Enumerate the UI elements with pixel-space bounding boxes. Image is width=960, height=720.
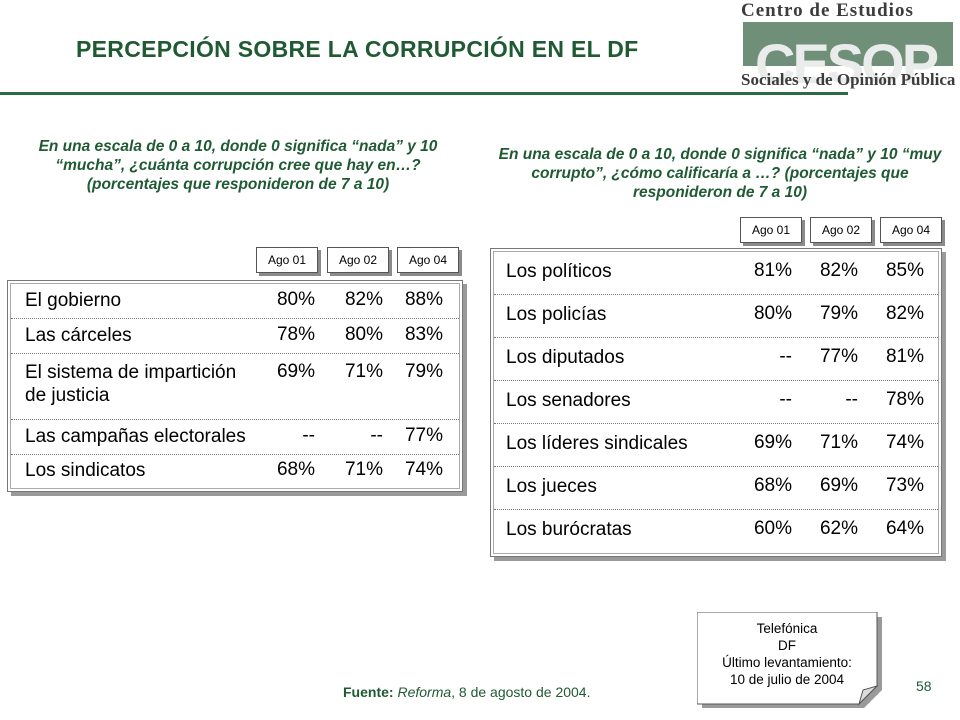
row-label: Los diputados: [506, 347, 625, 368]
value-ago01: 68%: [753, 475, 792, 496]
value-ago02: 82%: [819, 260, 858, 281]
right-col-header-2: Ago 02: [810, 217, 872, 243]
note-text: Telefónica DF Último levantamiento: 10 d…: [697, 620, 877, 688]
left-col-header-3: Ago 04: [397, 247, 459, 273]
value-ago04: 83%: [404, 324, 443, 345]
logo-line-1: Centro de Estudios: [741, 0, 914, 21]
source-citation: Fuente: Reforma, 8 de agosto de 2004.: [343, 684, 590, 700]
row-label: Las campañas electorales: [25, 426, 246, 447]
row-label: Los políticos: [506, 261, 612, 282]
value-ago02: 77%: [819, 346, 858, 367]
source-publication: Reforma: [397, 684, 452, 700]
row-label: Los líderes sindicales: [506, 433, 688, 454]
table-row: Las cárceles 78% 80% 83%: [11, 319, 459, 354]
table-row: Los políticos 81% 82% 85%: [494, 252, 938, 295]
value-ago01: 69%: [276, 361, 315, 382]
page-number: 58: [916, 678, 932, 694]
note-line-4: 10 de julio de 2004: [729, 672, 845, 687]
value-ago02: 71%: [344, 459, 383, 480]
table-row: Las campañas electorales -- -- 77%: [11, 420, 459, 455]
right-question: En una escala de 0 a 10, donde 0 signifi…: [498, 146, 942, 201]
table-row: El gobierno 80% 82% 88%: [11, 284, 459, 319]
title-divider: [0, 92, 848, 95]
value-ago01: 80%: [276, 289, 315, 310]
right-table: Los políticos 81% 82% 85% Los policías 8…: [490, 248, 942, 557]
row-label: El gobierno: [25, 290, 122, 311]
survey-note: Telefónica DF Último levantamiento: 10 d…: [697, 612, 882, 708]
note-line-3: Último levantamiento:: [722, 655, 852, 670]
note-line-2: DF: [778, 638, 796, 653]
value-ago02: 62%: [819, 518, 858, 539]
value-ago02: 71%: [819, 432, 858, 453]
value-ago04: 81%: [885, 346, 924, 367]
right-table-frame: Los políticos 81% 82% 85% Los policías 8…: [493, 251, 939, 554]
value-ago04: 73%: [885, 475, 924, 496]
row-label: Los policías: [506, 304, 607, 325]
value-ago01: 69%: [753, 432, 792, 453]
value-ago04: 85%: [885, 260, 924, 281]
source-label: Fuente:: [343, 684, 394, 700]
value-ago04: 64%: [885, 518, 924, 539]
value-ago01: --: [779, 389, 792, 410]
table-row: Los senadores -- -- 78%: [494, 381, 938, 424]
value-ago01: 81%: [753, 260, 792, 281]
right-col-header-1: Ago 01: [740, 217, 802, 243]
table-row: Los policías 80% 79% 82%: [494, 295, 938, 338]
value-ago02: --: [845, 389, 858, 410]
table-row: Los jueces 68% 69% 73%: [494, 467, 938, 510]
value-ago01: 60%: [753, 518, 792, 539]
value-ago04: 74%: [885, 432, 924, 453]
note-line-1: Telefónica: [756, 621, 818, 636]
table-row: Los burócratas 60% 62% 64%: [494, 510, 938, 552]
right-col-header-3: Ago 04: [880, 217, 942, 243]
table-row: Los líderes sindicales 69% 71% 74%: [494, 424, 938, 467]
row-label: Los senadores: [506, 390, 631, 411]
value-ago04: 74%: [404, 459, 443, 480]
value-ago02: 71%: [344, 361, 383, 382]
value-ago01: 80%: [753, 303, 792, 324]
value-ago04: 82%: [885, 303, 924, 324]
left-col-header-2: Ago 02: [327, 247, 389, 273]
cesop-logo: Centro de Estudios CESOP Sociales y de O…: [737, 0, 960, 100]
value-ago02: --: [370, 425, 383, 446]
table-row: Los diputados -- 77% 81%: [494, 338, 938, 381]
logo-line-2: Sociales y de Opinión Pública: [741, 70, 956, 89]
left-col-header-1: Ago 01: [256, 247, 318, 273]
page-title: PERCEPCIÓN SOBRE LA CORRUPCIÓN EN EL DF: [76, 36, 639, 62]
value-ago02: 80%: [344, 324, 383, 345]
table-row: Los sindicatos 68% 71% 74%: [11, 455, 459, 489]
value-ago01: --: [779, 346, 792, 367]
value-ago01: 68%: [276, 459, 315, 480]
row-label: El sistema de impartición de justicia: [25, 362, 237, 406]
value-ago01: 78%: [276, 324, 315, 345]
row-label: Las cárceles: [25, 325, 132, 346]
row-label: Los burócratas: [506, 519, 632, 540]
value-ago02: 82%: [344, 289, 383, 310]
left-table: El gobierno 80% 82% 88% Las cárceles 78%…: [7, 280, 463, 492]
value-ago04: 79%: [404, 361, 443, 382]
value-ago01: --: [302, 425, 315, 446]
source-date: , 8 de agosto de 2004.: [451, 684, 591, 700]
left-table-frame: El gobierno 80% 82% 88% Las cárceles 78%…: [10, 283, 460, 489]
value-ago04: 88%: [404, 289, 443, 310]
note-shape: [697, 612, 882, 708]
value-ago04: 77%: [404, 425, 443, 446]
logo-band: CESOP: [743, 22, 953, 92]
left-question: En una escala de 0 a 10, donde 0 signifi…: [38, 138, 438, 193]
table-row: El sistema de impartición de justicia 69…: [11, 354, 459, 420]
value-ago04: 78%: [885, 389, 924, 410]
value-ago02: 69%: [819, 475, 858, 496]
logo-word: CESOP: [755, 32, 939, 95]
row-label: Los sindicatos: [25, 460, 146, 481]
row-label: Los jueces: [506, 476, 597, 497]
value-ago02: 79%: [819, 303, 858, 324]
